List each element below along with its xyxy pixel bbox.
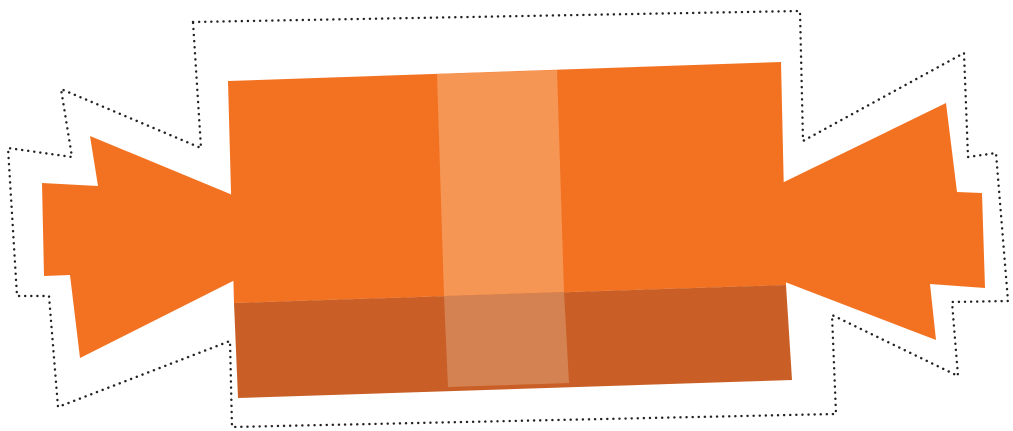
wrapper-end-right (782, 103, 985, 340)
wrapper-end-left (42, 136, 237, 358)
wrapper-stripe-bottom (444, 292, 569, 387)
wrapper-stripe-top (437, 70, 564, 296)
